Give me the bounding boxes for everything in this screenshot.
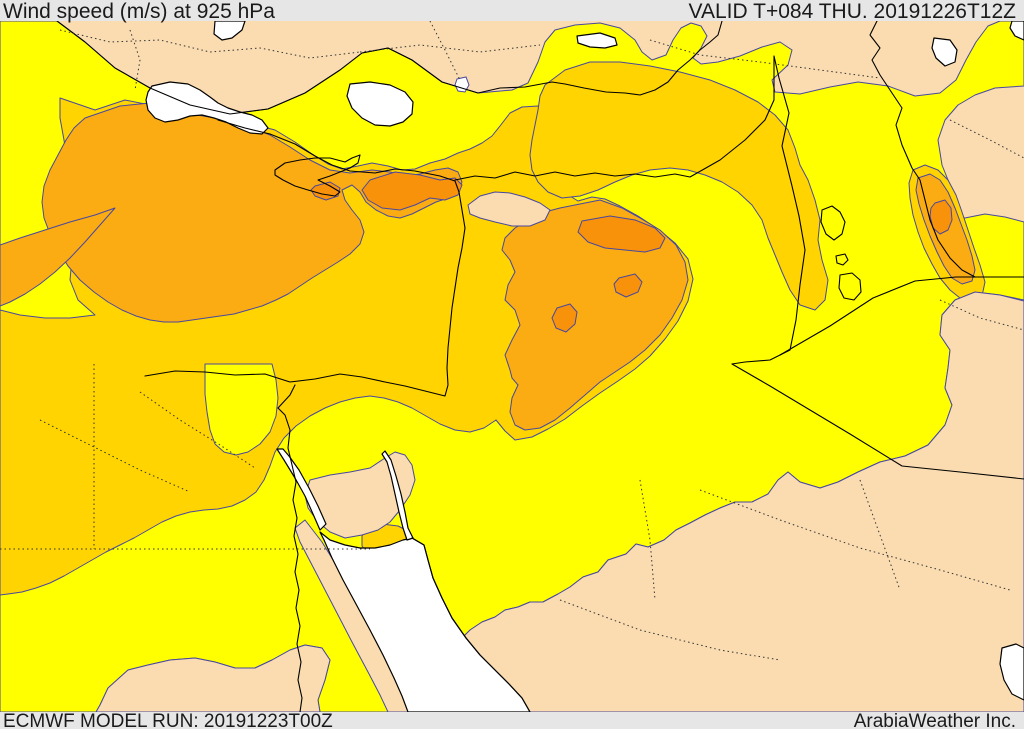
svg-text:ArabiaWeather Inc.: ArabiaWeather Inc. bbox=[854, 711, 1016, 729]
svg-text:ECMWF MODEL RUN: 20191223T00Z: ECMWF MODEL RUN: 20191223T00Z bbox=[3, 711, 333, 729]
svg-text:VALID T+084 THU. 20191226T12Z: VALID T+084 THU. 20191226T12Z bbox=[689, 0, 1017, 23]
svg-text:Wind speed (m/s) at 925 hPa: Wind speed (m/s) at 925 hPa bbox=[3, 0, 275, 23]
